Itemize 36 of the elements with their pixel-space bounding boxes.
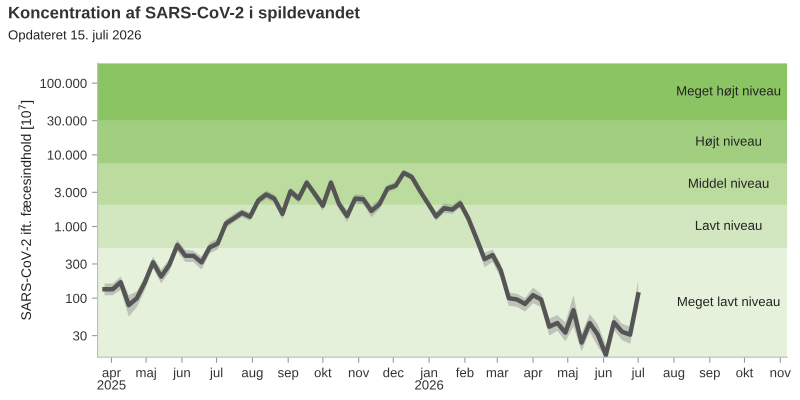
x-tick-label: jul	[631, 368, 644, 380]
x-tick-label: okt	[736, 368, 754, 378]
x-tick-label: aug	[242, 370, 263, 380]
x-tick-label: apr	[524, 370, 542, 380]
x-tick-label: apr 2025	[97, 370, 126, 390]
y-tick-label: 1.000	[55, 222, 87, 232]
x-tick-label: feb	[456, 368, 474, 378]
x-tick-label: sep	[278, 370, 298, 380]
y-tick-label: 100	[66, 294, 87, 304]
band-label: Meget højt niveau	[677, 86, 780, 98]
y-tick-label: 30.000	[47, 116, 87, 126]
x-tick-label: nov	[348, 370, 370, 378]
x-tick-label: nov	[770, 370, 791, 378]
chart-subtitle: Opdateret 15. juli 2026	[8, 30, 141, 42]
x-tick-label: dec	[383, 368, 404, 378]
x-tick-label: okt	[314, 368, 332, 378]
chart-title: Koncentration af SARS-CoV-2 i spildevandet	[9, 6, 360, 22]
y-tick-label: 100.000	[40, 78, 87, 88]
x-tick-label: jan 2026	[415, 368, 444, 390]
x-tick-label: jun	[594, 368, 612, 380]
y-tick-label: 10.000	[48, 150, 87, 160]
band-label: Lavt niveau	[696, 220, 762, 230]
x-tick-label: jul	[210, 368, 222, 380]
x-tick-label: maj	[558, 368, 578, 380]
x-tick-label: mar	[486, 370, 508, 378]
band-label: Meget lavt niveau	[678, 296, 780, 309]
y-axis-title: SARS-CoV-2 ift. fæcesindhold [10$^{7}$]	[18, 100, 34, 320]
x-tick-label: jun	[172, 368, 190, 380]
x-tick-label: sep	[700, 370, 720, 380]
x-tick-label: aug	[664, 370, 684, 380]
y-tick-label: 30	[73, 331, 87, 341]
band-label: Højt niveau	[696, 136, 762, 148]
y-tick-label: 300	[66, 260, 87, 269]
band-label: Middel niveau	[688, 178, 768, 188]
y-tick-label: 3.000	[54, 188, 87, 198]
x-tick-label: maj	[136, 368, 156, 380]
